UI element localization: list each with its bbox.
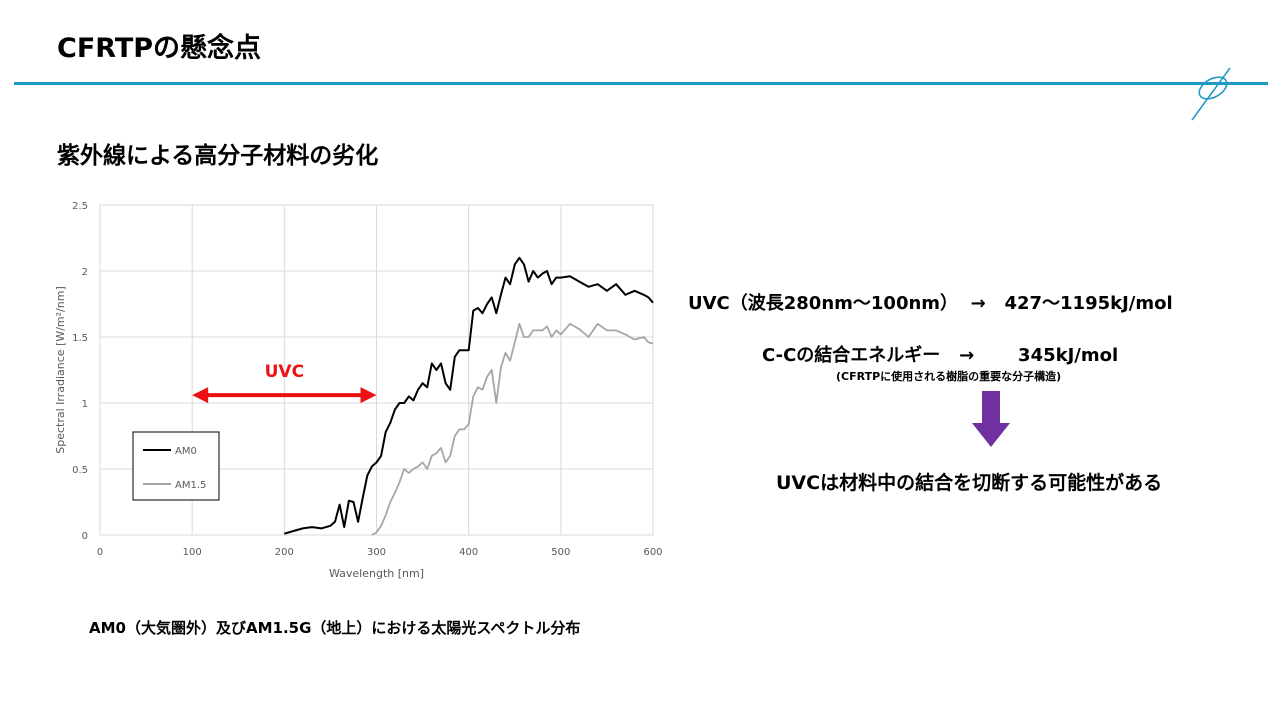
- chart-axes: 0 0.5 1 1.5 2 2.5 0 100 200 300 400 500 600: [72, 201, 662, 558]
- slide-title: CFRTPの懸念点: [57, 33, 262, 64]
- section-heading: 紫外線による高分子材料の劣化: [57, 143, 379, 169]
- plot-border: [99, 204, 654, 536]
- y-tick-label: 1.5: [72, 333, 88, 344]
- x-tick-label: 200: [275, 547, 294, 558]
- chart-grid: [99, 204, 654, 536]
- logo-icon: [1191, 67, 1231, 121]
- x-axis-label: Wavelength [nm]: [329, 567, 424, 580]
- cc-bond-energy-text: C-Cの結合エネルギー → 345kJ/mol: [762, 345, 1119, 366]
- y-axis-label: Spectral Irradiance [W/m²/nm]: [54, 286, 67, 454]
- series-line-AM0: [284, 256, 654, 535]
- x-tick-label: 600: [643, 547, 662, 558]
- legend-box: [132, 431, 220, 501]
- legend-label: AM1.5: [175, 480, 206, 491]
- cc-note-text: (CFRTPに使用される樹脂の重要な分子構造): [836, 370, 1062, 383]
- title-rule: [14, 82, 1268, 85]
- spectral-irradiance-chart: 0 0.5 1 1.5 2 2.5 0 100 200 300 400 500 600 Waveleng…: [54, 201, 663, 580]
- y-tick-label: 0: [82, 531, 88, 542]
- x-tick-label: 0: [97, 547, 103, 558]
- uvc-energy-text: UVC（波長280nm～100nm） → 427～1195kJ/mol: [688, 293, 1173, 314]
- y-tick-label: 2.5: [72, 201, 88, 212]
- conclusion-text: UVCは材料中の結合を切断する可能性がある: [776, 472, 1163, 494]
- chart-series: [284, 256, 654, 536]
- uvc-annotation: UVC: [192, 362, 377, 404]
- x-tick-label: 100: [183, 547, 202, 558]
- legend-label: AM0: [175, 446, 197, 457]
- chart-legend: AM0 AM1.5: [132, 431, 220, 501]
- y-tick-label: 1: [82, 399, 88, 410]
- series-line-AM1-5: [371, 322, 654, 536]
- y-tick-label: 2: [82, 267, 88, 278]
- x-tick-label: 300: [367, 547, 386, 558]
- x-tick-label: 400: [459, 547, 478, 558]
- x-tick-label: 500: [551, 547, 570, 558]
- down-arrow-icon: [972, 391, 1010, 447]
- chart-caption: AM0（大気圏外）及びAM1.5G（地上）における太陽光スペクトル分布: [89, 619, 581, 637]
- uvc-arrow-left-head: [192, 387, 209, 404]
- uvc-arrow-right-head: [360, 387, 377, 404]
- y-tick-label: 0.5: [72, 465, 88, 476]
- uvc-label: UVC: [265, 362, 304, 382]
